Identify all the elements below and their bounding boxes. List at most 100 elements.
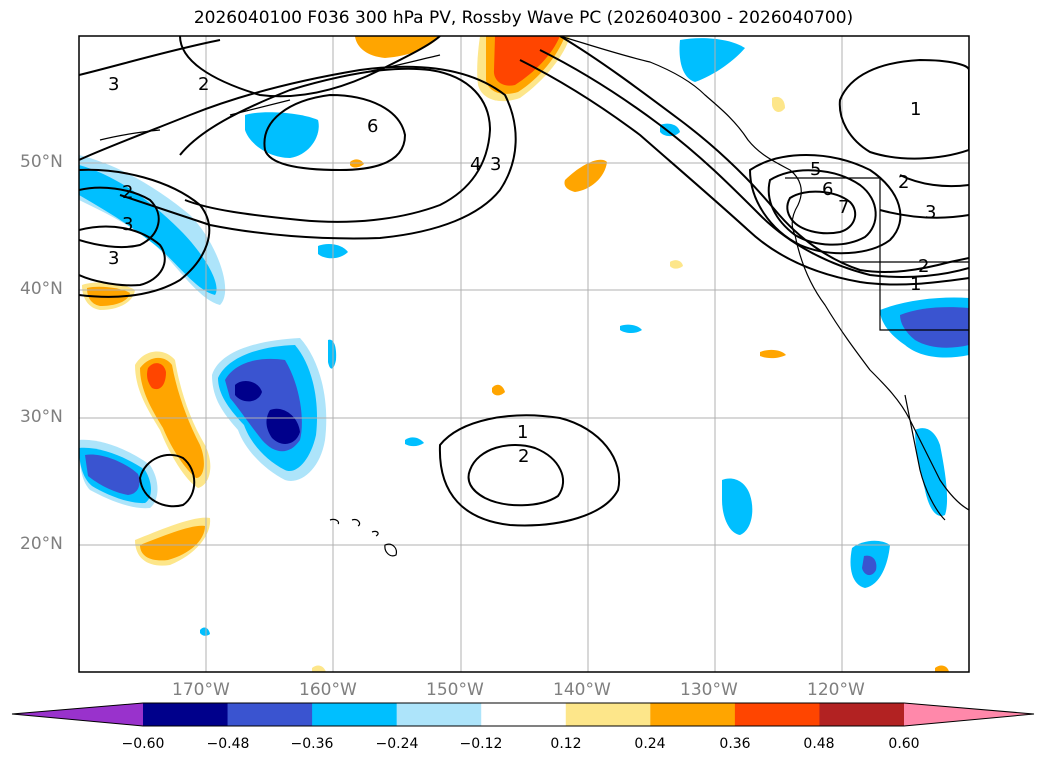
patch-pos-small-5 <box>772 96 785 112</box>
contour-high-5 <box>748 154 902 255</box>
patch-neg-small-2 <box>620 324 642 333</box>
colorbar-segment <box>312 703 398 726</box>
patch-neg-alaska <box>679 38 745 82</box>
map-panel: 3 2 6 4 3 2 3 3 1 2 5 6 7 1 2 3 2 1 <box>78 35 970 673</box>
colorbar-segment <box>396 703 482 726</box>
contour-label: 6 <box>822 179 833 200</box>
contour-label: 1 <box>910 99 921 120</box>
contours <box>79 36 969 527</box>
contour-label: 3 <box>925 202 936 223</box>
lon-tick-label: 130°W <box>680 680 738 700</box>
contour-west-2 <box>79 186 160 249</box>
lon-tick-label: 170°W <box>172 680 230 700</box>
colorbar-extend-max <box>904 703 1034 726</box>
colorbar-tick-label: 0.48 <box>803 736 835 752</box>
lon-tick-label: 120°W <box>807 680 865 700</box>
contour-trough-2 <box>539 49 969 279</box>
coast-alaska <box>559 36 802 236</box>
patch-neg-small-5 <box>660 123 680 137</box>
contour-north-3 <box>79 39 221 76</box>
contour-label: 2 <box>198 74 209 95</box>
contour-ridge-3 <box>79 65 517 240</box>
contour-label: 1 <box>517 422 528 443</box>
contour-small-circle <box>138 453 196 508</box>
contour-label: 3 <box>108 248 119 269</box>
patch-pos-30n-175w-core <box>147 363 166 390</box>
patch-neg-20n-118w-core <box>862 555 877 576</box>
lat-tick-label: 20°N <box>20 534 63 554</box>
lon-tick-label: 140°W <box>553 680 611 700</box>
colorbar-segment <box>650 703 736 726</box>
lon-tick-label: 160°W <box>299 680 357 700</box>
patch-neg-small-4 <box>200 627 210 636</box>
contour-label: 2 <box>898 172 909 193</box>
contour-label: 5 <box>810 159 821 180</box>
contour-label: 2 <box>122 182 133 203</box>
contour-high-6 <box>767 169 877 246</box>
contour-label: 2 <box>518 446 529 467</box>
colorbar-tick-label: 0.24 <box>634 736 666 752</box>
contour-ne-2 <box>899 174 969 188</box>
negative-pv-patches <box>79 38 969 636</box>
patch-neg-dateline-north-core <box>79 165 217 295</box>
contour-label: 3 <box>122 214 133 235</box>
lat-tick-label: 40°N <box>20 279 63 299</box>
contour-label: 3 <box>490 154 501 175</box>
patch-neg-north-left <box>245 112 319 158</box>
patch-neg-baja <box>915 428 948 516</box>
contour-west-3 <box>79 225 166 287</box>
patch-neg-sw-inner <box>85 454 140 495</box>
colorbar-segment <box>565 703 651 726</box>
lat-tick-label: 50°N <box>20 152 63 172</box>
patch-pos-small-3 <box>670 260 683 269</box>
patch-neg-20n-130w <box>722 478 753 535</box>
gridlines <box>79 36 969 672</box>
contour-label: 2 <box>918 256 929 277</box>
contour-labels: 3 2 6 4 3 2 3 3 1 2 5 6 7 1 2 3 2 1 <box>108 74 936 467</box>
colorbar-tick-label: −0.48 <box>206 736 250 752</box>
contour-label: 6 <box>367 116 378 137</box>
colorbar-segment <box>143 703 229 726</box>
contour-label: 4 <box>470 154 481 175</box>
patch-pos-small-2 <box>492 384 505 396</box>
patch-neg-small-3 <box>405 437 424 447</box>
colorbar-segment <box>481 703 567 726</box>
patch-pos-small-6 <box>312 665 326 672</box>
colorbar-tick-label: 0.60 <box>888 736 920 752</box>
contour-ridge-4 <box>179 67 492 223</box>
patch-pos-north-left <box>355 36 440 58</box>
coast-hawaii <box>329 518 397 557</box>
patch-neg-small-6 <box>328 339 337 369</box>
contour-trough-3 <box>519 59 969 286</box>
map-frame <box>78 35 970 673</box>
contour-north-2 <box>179 36 441 98</box>
contour-label: 1 <box>910 274 921 295</box>
colorbar-tick-label: 0.36 <box>719 736 751 752</box>
patch-pos-small-7 <box>935 665 949 672</box>
colorbar-tick-label: −0.60 <box>121 736 165 752</box>
patch-neg-west-coast-inner <box>900 307 969 348</box>
contour-west-outer <box>79 168 211 298</box>
lon-tick-label: 150°W <box>426 680 484 700</box>
contour-low-6 <box>263 93 407 172</box>
contour-high-7 <box>786 190 857 235</box>
patch-neg-160w-core1 <box>235 380 262 402</box>
patch-pos-small-4 <box>760 349 786 359</box>
colorbar-tick-label: 0.12 <box>550 736 582 752</box>
colorbar-tick-label: −0.36 <box>290 736 334 752</box>
map-title: 2026040100 F036 300 hPa PV, Rossby Wave … <box>193 8 854 28</box>
colorbar-outline <box>11 702 1035 727</box>
colorbar-extend-min <box>12 703 143 726</box>
contour-sub-1 <box>438 414 621 527</box>
contour-sub-2 <box>467 444 564 507</box>
coast-baja <box>904 394 946 521</box>
colorbar-segment <box>819 703 905 726</box>
patch-pos-20n-175w-mid <box>140 525 205 561</box>
patch-pos-alaska-north-core <box>493 36 560 86</box>
colorbar <box>11 702 1035 727</box>
colorbar-segment <box>734 703 820 726</box>
contour-label: 3 <box>108 74 119 95</box>
lat-tick-label: 30°N <box>20 407 63 427</box>
contour-label: 7 <box>838 197 849 218</box>
contour-ne-3 <box>879 209 969 219</box>
